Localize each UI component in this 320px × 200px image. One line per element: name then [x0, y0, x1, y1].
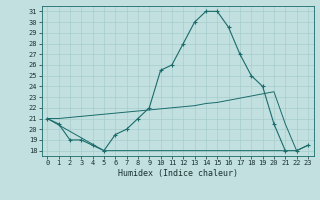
X-axis label: Humidex (Indice chaleur): Humidex (Indice chaleur) — [118, 169, 237, 178]
